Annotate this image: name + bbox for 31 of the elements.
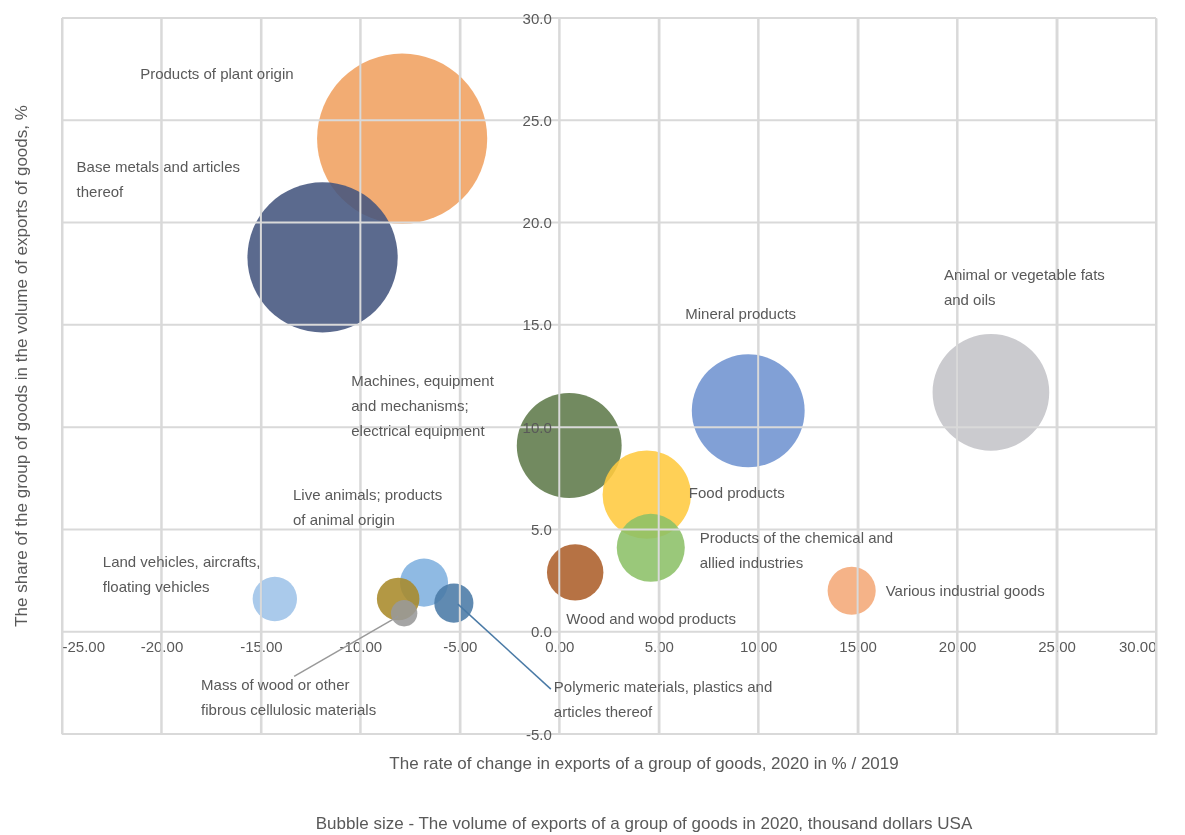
text: Bubble size - The volume of exports of a group of goods in 2020, thousand dollars USA <box>315 814 973 833</box>
x-tick-label: 25.00 <box>1038 638 1076 656</box>
y-tick-label: 20.0 <box>522 214 552 232</box>
x-tick-label: -10.00 <box>339 638 383 656</box>
text: Mass of wood or other fibrous cellulosic materials <box>201 676 377 719</box>
text: Mineral products <box>685 304 797 322</box>
y-tick-label: 0.0 <box>530 623 552 641</box>
x-tick-label: -5.00 <box>443 638 478 656</box>
x-tick-label: 20.00 <box>938 638 977 656</box>
y-tick-label: 25.0 <box>522 111 552 129</box>
series-label: Machines, equipment and mechanisms; electrical equipment <box>351 371 495 439</box>
series-label: Land vehicles, aircrafts, floating vehicles <box>102 552 261 595</box>
series-label: Base metals and articles thereof <box>76 158 240 201</box>
x-tick-label: 10.00 <box>739 638 778 656</box>
y-tick-label: 30.0 <box>522 9 552 27</box>
x-tick-label: -20.00 <box>140 638 184 656</box>
x-tick-label: -25.00 <box>62 638 106 656</box>
y-tick-label: -5.0 <box>525 725 552 743</box>
y-tick-label: 5.0 <box>530 520 552 538</box>
series-label: Food products <box>688 483 785 501</box>
y-tick-label: 15.0 <box>522 316 552 334</box>
y-axis-title: The share of the group of goods in the volume of exports of goods, % <box>12 105 31 627</box>
x-axis-title: The rate of change in exports of a group of goods, 2020 in % / 2019 <box>389 754 899 773</box>
series-label: Various industrial goods <box>885 581 1045 599</box>
series-label: Wood and wood products <box>566 610 737 628</box>
text: Polymeric materials, plastics and articles thereof <box>553 678 773 721</box>
series-label: Products of the chemical and allied industries <box>699 528 894 571</box>
text: Live animals; products of animal origin <box>293 485 443 528</box>
text: Products of plant origin <box>140 64 294 82</box>
text: Animal or vegetable fats and oils <box>943 266 1105 309</box>
x-tick-label: 15.00 <box>839 638 877 656</box>
